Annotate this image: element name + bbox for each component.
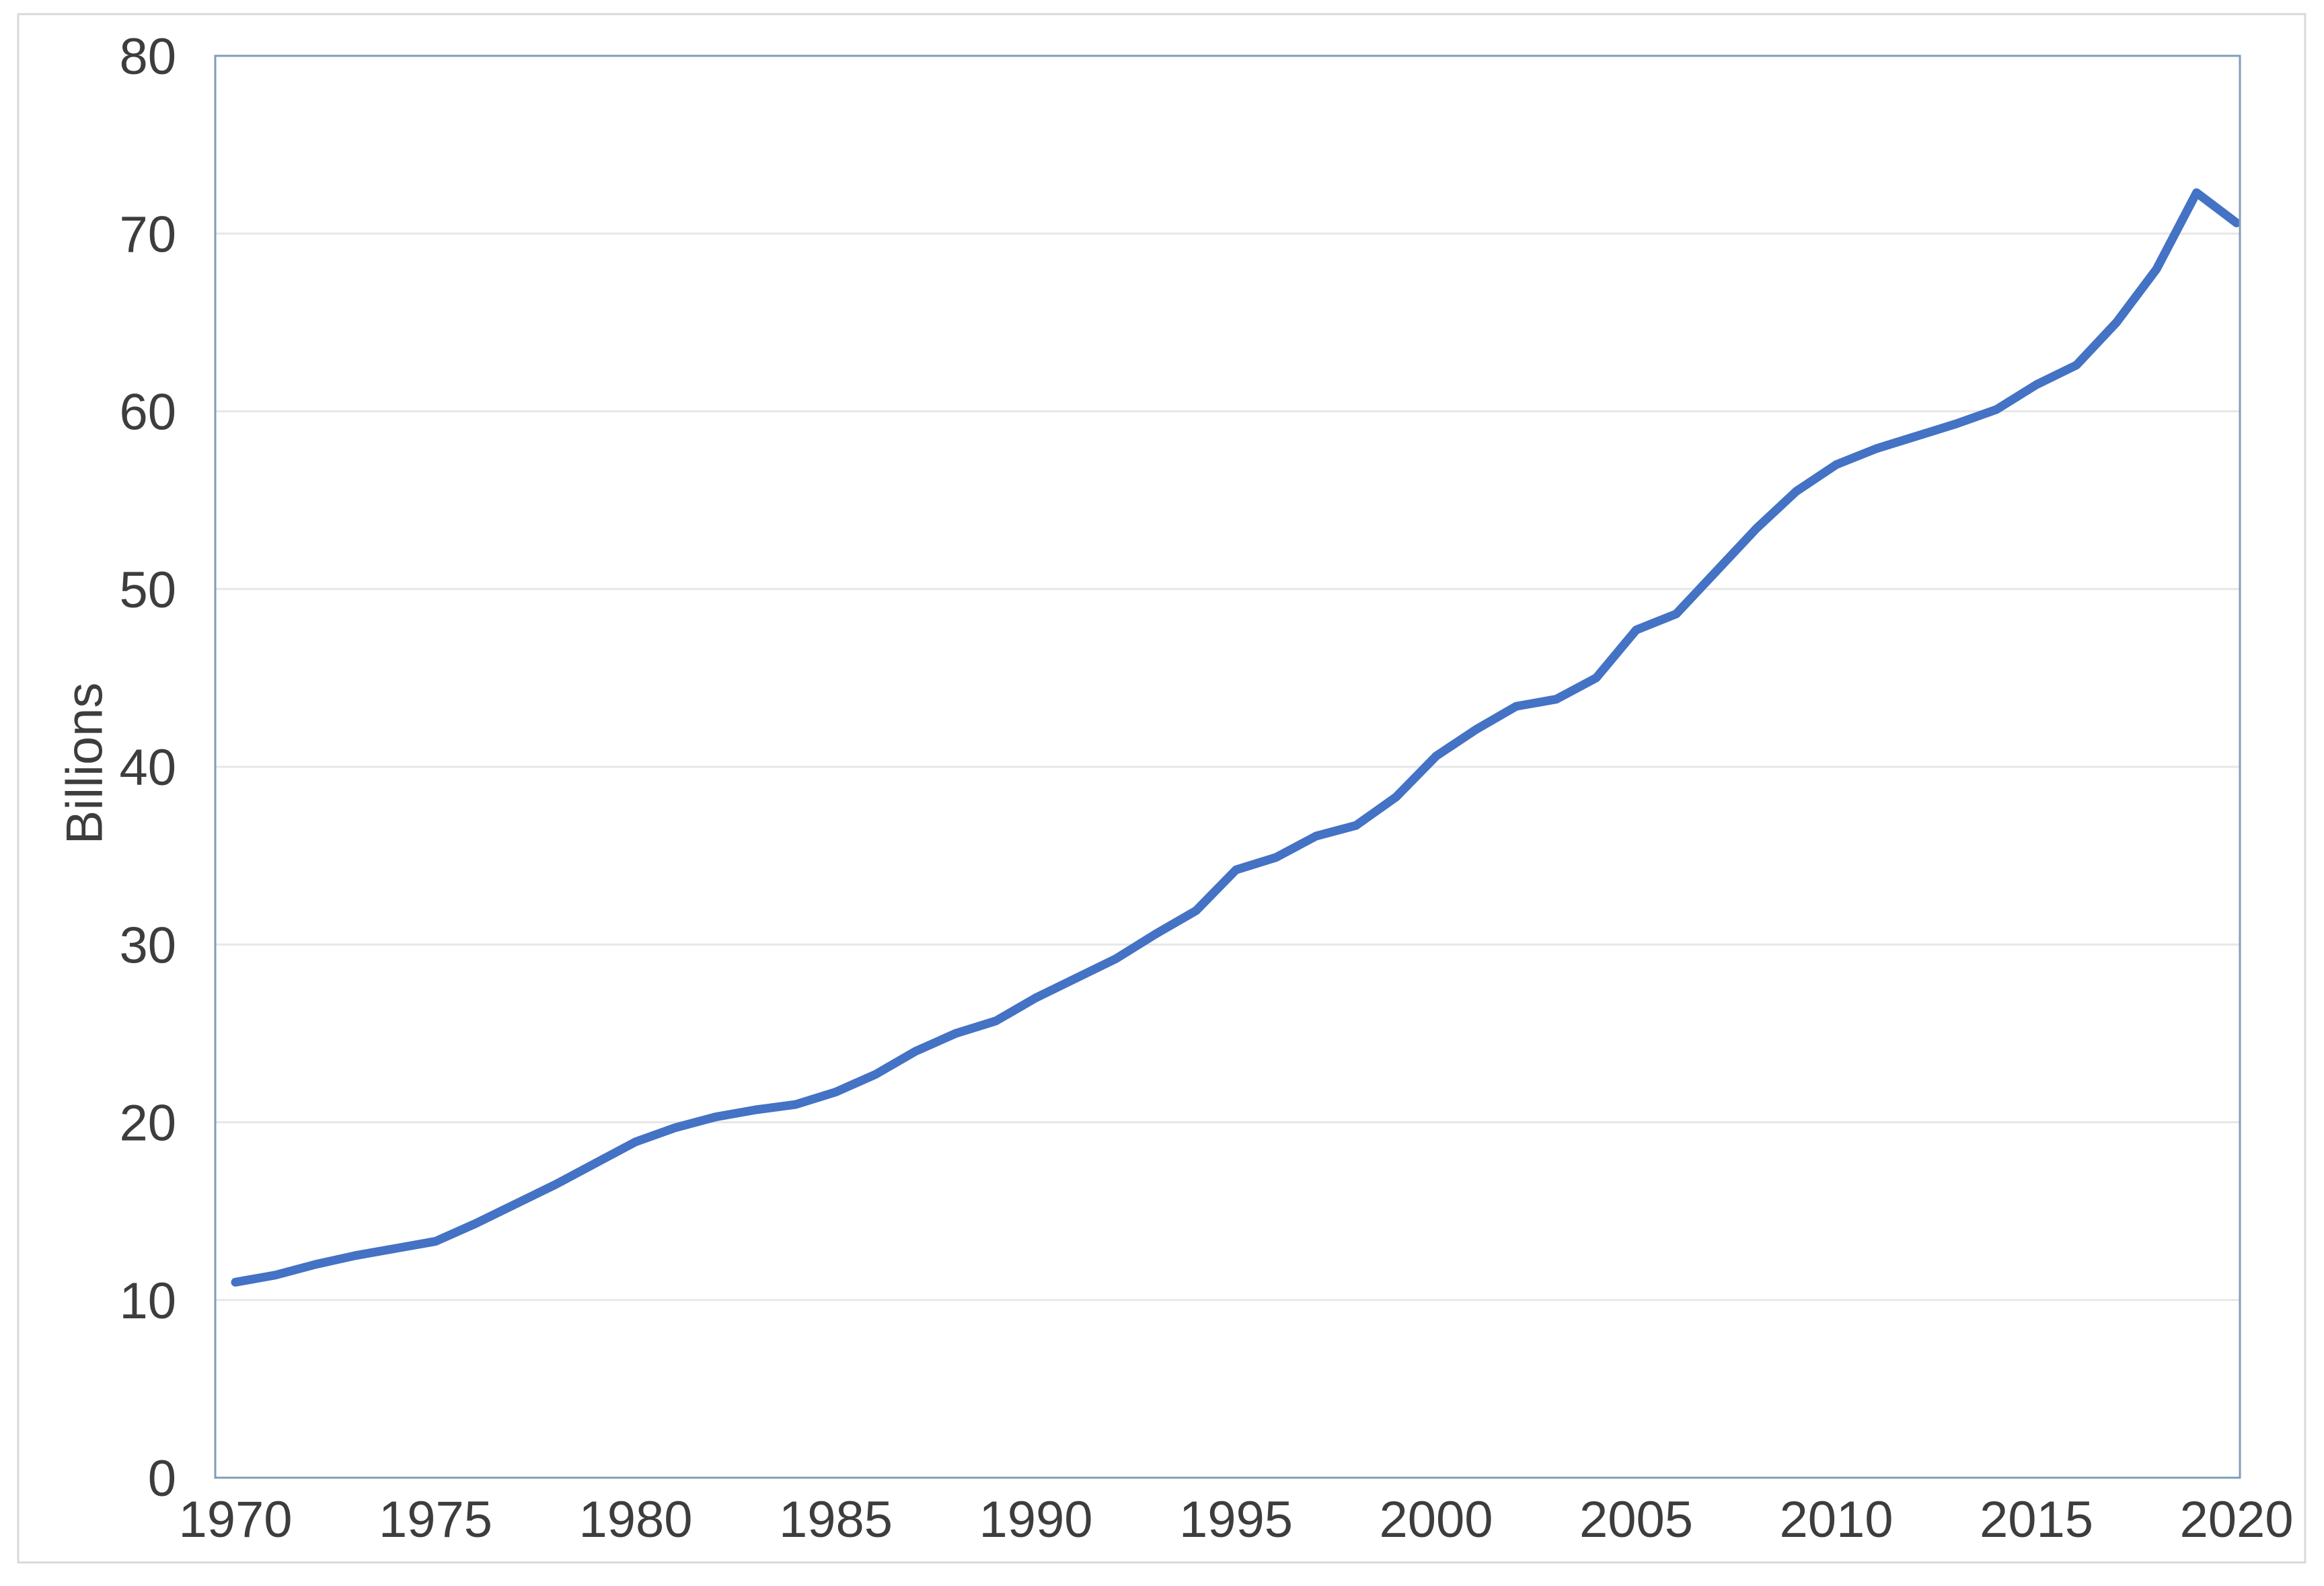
data-line-Billions xyxy=(231,188,2241,1287)
x-tick-label-2015: 2015 xyxy=(1980,1491,2093,1548)
gridlines xyxy=(215,232,2240,1301)
y-tick-label-40: 40 xyxy=(119,739,176,796)
y-axis-title: Billions xyxy=(57,683,114,845)
y-tick-label-20: 20 xyxy=(119,1095,176,1152)
x-tick-label-1980: 1980 xyxy=(578,1491,692,1548)
x-tick-label-1975: 1975 xyxy=(379,1491,492,1548)
y-tick-label-30: 30 xyxy=(119,917,176,974)
x-tick-label-1995: 1995 xyxy=(1179,1491,1293,1548)
x-tick-label-2010: 2010 xyxy=(1779,1491,1893,1548)
x-axis-tick-labels: 1970 1975 1980 1985 1990 1995 2000 2005 2010 2015… xyxy=(178,1491,2293,1548)
x-tick-label-2020: 2020 xyxy=(2179,1491,2293,1548)
x-tick-label-2005: 2005 xyxy=(1579,1491,1693,1548)
y-axis-tick-labels: 0 10 20 30 40 50 60 70 80 xyxy=(119,28,176,1507)
x-tick-label-1985: 1985 xyxy=(779,1491,893,1548)
y-tick-label-50: 50 xyxy=(119,562,176,619)
x-tick-label-2000: 2000 xyxy=(1379,1491,1493,1548)
plot-area-border xyxy=(214,54,2241,1479)
figure-border xyxy=(17,13,2307,1564)
y-tick-label-10: 10 xyxy=(119,1273,176,1330)
y-tick-label-0: 0 xyxy=(148,1450,176,1507)
y-tick-label-70: 70 xyxy=(119,206,176,263)
y-tick-label-60: 60 xyxy=(119,384,176,441)
y-tick-label-80: 80 xyxy=(119,28,176,85)
x-tick-label-1970: 1970 xyxy=(178,1491,292,1548)
x-tick-label-1990: 1990 xyxy=(979,1491,1092,1548)
data-series xyxy=(231,188,2241,1287)
